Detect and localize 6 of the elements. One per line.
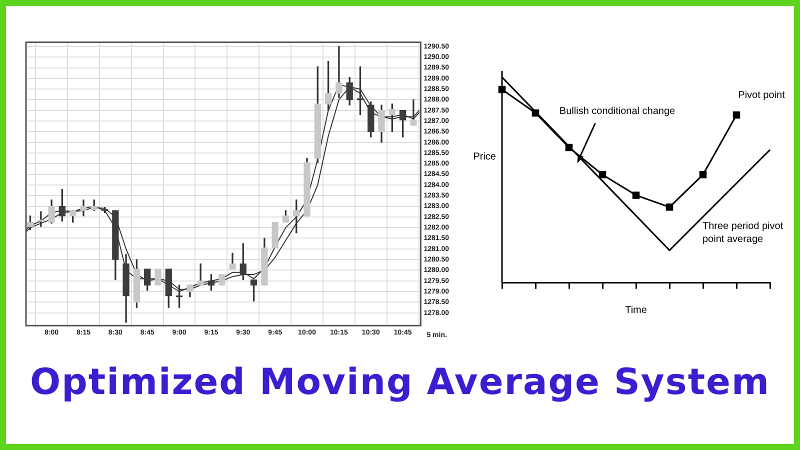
y-axis-title: Price bbox=[473, 152, 496, 163]
series-label: Pivot point bbox=[738, 90, 786, 101]
text: Optimized Moving Average System bbox=[29, 362, 771, 403]
annotation: Bullish conditional change bbox=[559, 106, 676, 117]
series-label: Three period pivot point average bbox=[702, 221, 784, 246]
x-axis-title: Time bbox=[625, 304, 648, 316]
